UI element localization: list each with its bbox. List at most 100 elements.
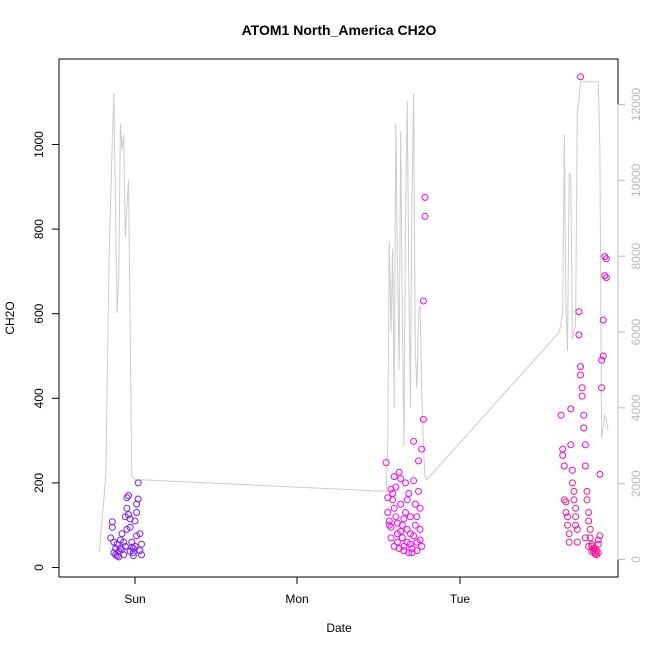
y2-tick-label: 10000 [629,163,643,197]
data-point [583,496,591,504]
data-point [411,521,419,529]
data-point [583,487,591,495]
y2-tick-label: 2000 [629,470,643,497]
data-point [123,494,131,502]
data-point [570,496,578,504]
data-point [573,525,581,533]
data-point [406,540,414,548]
data-point [402,509,409,516]
y2-tick-label: 12000 [629,87,643,121]
data-point [382,459,390,467]
data-point [384,509,392,516]
data-point [413,547,421,555]
data-point [578,392,586,400]
data-point [403,496,411,504]
data-point [393,519,401,527]
data-point [398,534,406,542]
data-point [599,316,607,324]
data-point [565,530,573,538]
data-point [129,552,137,560]
y-axis-label: CH2O [3,301,17,334]
data-point [581,534,589,542]
x-tick-label: Tue [450,592,471,606]
data-point [572,504,580,512]
data-point [585,542,593,550]
y-tick-label: 200 [32,473,46,493]
data-point [596,470,604,478]
data-point [138,540,145,548]
data-point [415,487,422,495]
data-point [580,411,588,419]
data-point [120,538,128,546]
data-point [134,495,142,503]
data-point [577,73,584,81]
data-point [421,212,429,220]
data-point [586,525,594,533]
data-point [385,517,393,525]
data-point [570,487,578,495]
data-point [564,521,571,529]
data-point [575,331,583,339]
x-axis-label: Date [326,621,352,635]
data-point [134,479,142,487]
data-point [557,411,565,419]
data-point [593,551,601,559]
data-point [602,274,610,282]
data-point [421,193,429,201]
data-point [397,528,405,535]
data-point [577,363,584,371]
y-tick-label: 0 [32,564,46,571]
data-point [129,545,137,552]
data-point [123,525,131,533]
x-tick-label: Mon [285,592,308,606]
data-point [400,542,408,550]
data-point [419,415,427,423]
data-point [601,272,609,280]
data-point [131,517,139,525]
data-point [410,437,418,445]
data-point [596,532,604,540]
y2-tick-label: 0 [629,556,643,563]
altitude-line [98,81,609,552]
data-point [129,549,137,557]
data-point [580,424,588,432]
data-point [400,515,408,523]
data-point [585,517,593,525]
y-tick-label: 1000 [32,131,46,158]
data-point [598,356,606,364]
data-point [567,405,575,413]
data-point [567,441,575,449]
data-point [602,255,610,263]
data-point [581,462,589,470]
y2-tick-label: 6000 [629,318,643,345]
data-point [594,549,602,557]
data-point [410,532,418,540]
data-point [397,475,405,483]
y-tick-label: 600 [32,303,46,323]
data-point [578,384,586,392]
data-point [392,483,400,491]
y-tick-label: 400 [32,388,46,408]
data-point [410,477,418,485]
data-point [575,308,583,316]
data-point [387,523,395,531]
data-point [390,542,398,550]
data-point [411,500,419,508]
data-point [418,542,426,550]
data-point [138,551,145,559]
points-layer [107,73,610,561]
data-point [397,500,405,508]
data-point [564,513,571,521]
data-point [390,504,398,512]
x-tick-label: Sun [124,592,145,606]
data-point [572,521,580,529]
data-point [418,445,426,453]
data-point [113,552,121,560]
data-point [599,352,607,360]
data-point [581,441,589,449]
data-point [131,542,139,550]
y2-tick-label: 8000 [629,242,643,269]
data-point [125,511,132,519]
data-point [562,509,570,516]
